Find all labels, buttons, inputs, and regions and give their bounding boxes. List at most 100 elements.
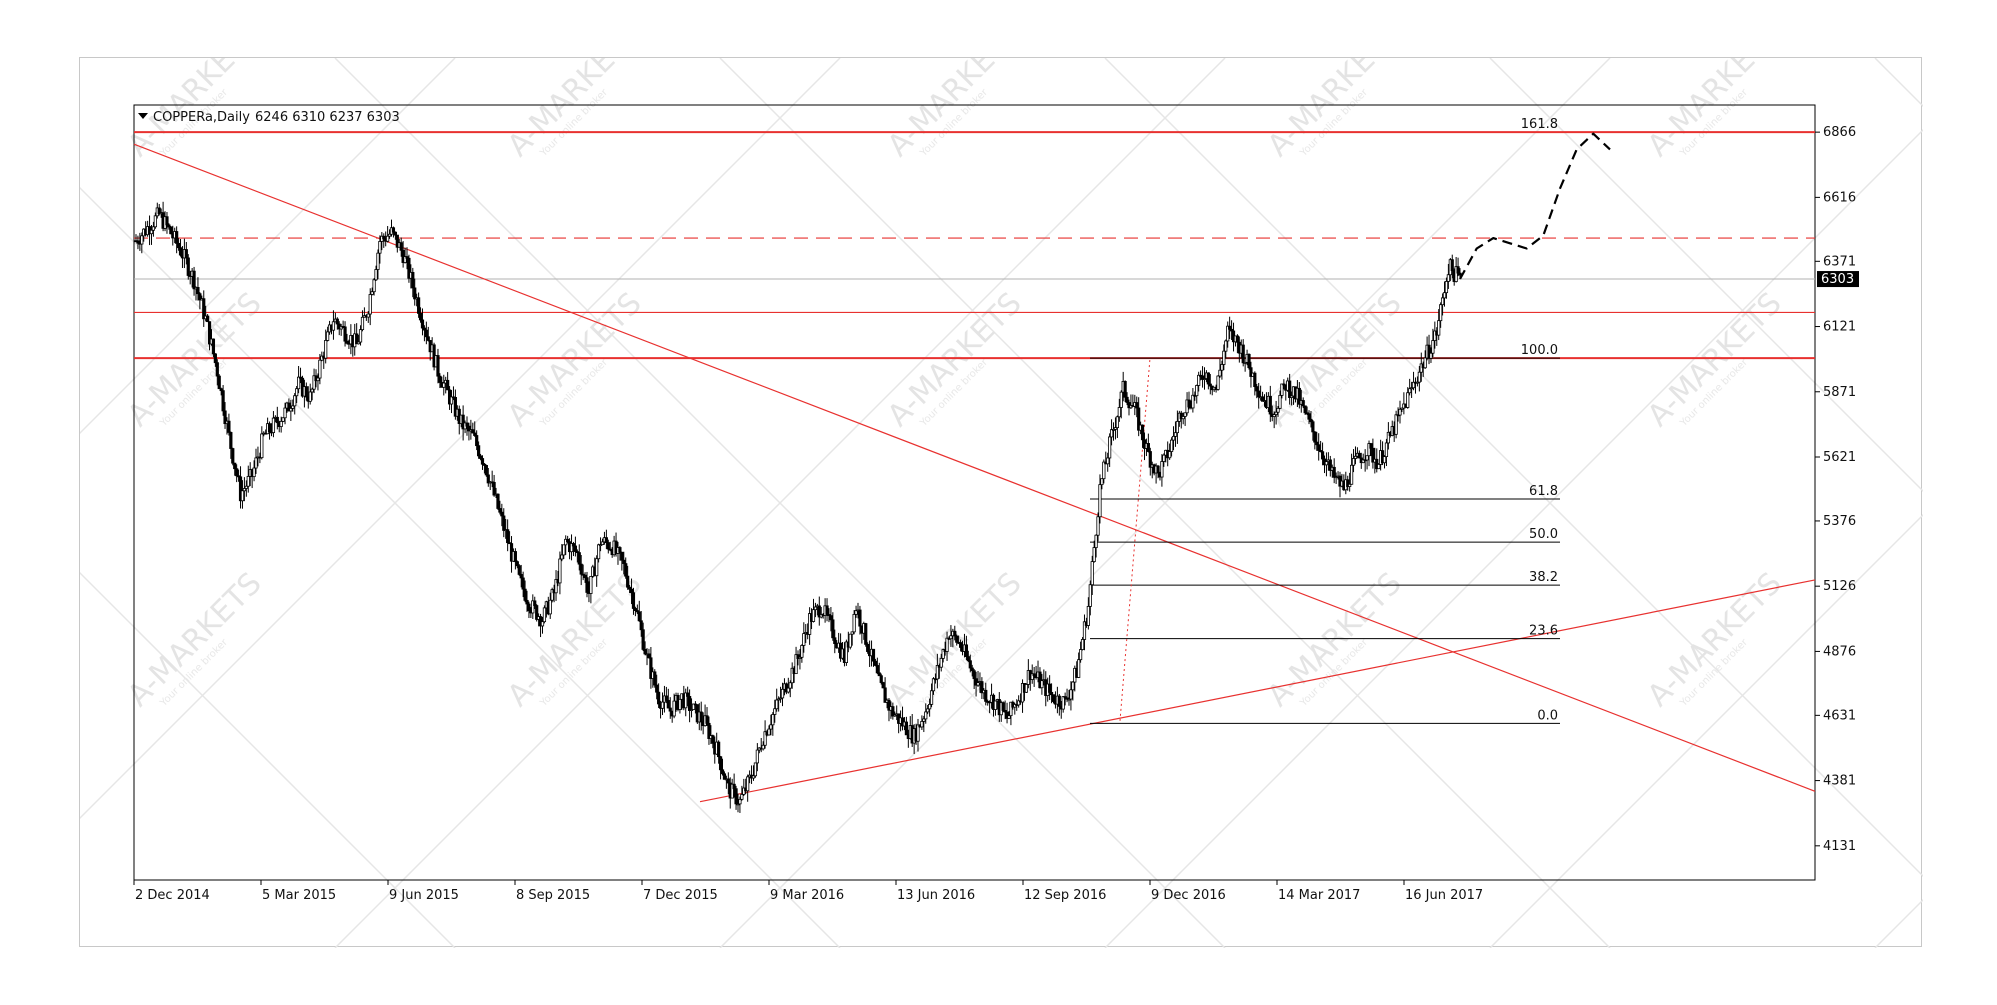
candle: [206, 314, 210, 323]
candle-body: [233, 462, 237, 470]
watermark-line: [80, 571, 456, 948]
candle-body: [227, 420, 231, 433]
fib-level-label: 23.6: [1529, 624, 1558, 639]
candle-body: [945, 637, 949, 652]
candle-body: [649, 657, 653, 679]
candle-body: [769, 724, 773, 730]
candle: [186, 254, 190, 280]
candle: [1001, 701, 1005, 712]
candle: [883, 677, 887, 703]
candle-body: [1444, 280, 1449, 294]
candle: [763, 720, 767, 749]
candle-body: [1367, 443, 1371, 457]
candle-body: [281, 417, 285, 422]
candle: [523, 580, 527, 603]
candle: [318, 354, 322, 385]
candle-body: [660, 701, 665, 709]
candle-body: [298, 376, 303, 379]
candle-body: [1090, 561, 1094, 586]
candle-body: [271, 417, 276, 433]
symbol-label: COPPERa,Daily: [153, 110, 250, 125]
candle-body: [538, 616, 543, 627]
candle-body: [196, 287, 200, 295]
candle-body: [1156, 465, 1160, 474]
candle-body: [953, 630, 957, 637]
candle: [852, 610, 856, 635]
candle-body: [920, 720, 924, 728]
candle-body: [935, 665, 939, 680]
candle-body: [622, 559, 626, 564]
symbol-dropdown-icon[interactable]: [138, 113, 148, 119]
candle-body: [1317, 444, 1321, 451]
candle: [1067, 689, 1071, 706]
candle-body: [206, 315, 210, 323]
candle: [749, 765, 754, 784]
candle-body: [573, 545, 577, 552]
candle-body: [1353, 455, 1358, 459]
candle: [165, 211, 169, 234]
candle: [738, 796, 742, 813]
candle-body: [1433, 330, 1437, 341]
candle: [289, 399, 293, 422]
watermark-logo: A-MARKETS: [1641, 58, 1789, 164]
candle-body: [1183, 412, 1187, 417]
candle-body: [1398, 408, 1402, 416]
candle-body: [1061, 696, 1065, 710]
candle-body: [974, 678, 978, 686]
candle: [1017, 695, 1021, 708]
candle: [771, 712, 775, 736]
x-tick-label: 9 Mar 2016: [770, 888, 844, 903]
candle: [281, 417, 285, 423]
candle: [167, 223, 171, 230]
candle-body: [446, 379, 450, 391]
candle: [796, 650, 800, 666]
candle-body: [291, 405, 295, 409]
candle: [1332, 458, 1336, 484]
candle: [343, 321, 347, 347]
candle: [231, 447, 235, 466]
candle-body: [335, 318, 339, 325]
candle-body: [1429, 352, 1433, 359]
candle-body: [562, 544, 566, 556]
candle-body: [517, 565, 521, 575]
candle: [664, 686, 668, 704]
candle: [850, 631, 854, 646]
candle: [1179, 410, 1183, 429]
candle-body: [1065, 697, 1069, 700]
candle: [620, 551, 624, 571]
candle: [1220, 360, 1224, 380]
candle: [639, 611, 643, 637]
candle-body: [624, 563, 628, 577]
candle: [1115, 415, 1119, 438]
candle: [653, 669, 657, 688]
candle-body: [1369, 443, 1373, 449]
candle: [635, 604, 639, 615]
candle: [407, 254, 411, 283]
candle: [931, 677, 936, 695]
candle-body: [213, 353, 217, 364]
watermark-line: [719, 58, 1611, 948]
candle: [649, 646, 653, 689]
candle: [312, 368, 316, 394]
candle-body: [871, 648, 876, 662]
candle-body: [368, 294, 372, 315]
candle-body: [730, 783, 734, 799]
candle: [800, 644, 804, 663]
candle: [478, 453, 483, 461]
candle: [1278, 390, 1282, 410]
candle: [657, 683, 661, 709]
candle-body: [198, 293, 202, 301]
candle: [413, 278, 417, 306]
candle: [1057, 693, 1061, 716]
candle: [149, 225, 154, 245]
candle-body: [1328, 459, 1332, 471]
candle-body: [1171, 435, 1176, 441]
candle-body: [684, 692, 688, 709]
candle-body: [289, 408, 293, 412]
downtrend-line: [133, 143, 1816, 792]
candle: [722, 771, 727, 780]
candle-body: [972, 670, 976, 680]
candle-body: [548, 599, 552, 615]
candle-body: [581, 573, 585, 576]
